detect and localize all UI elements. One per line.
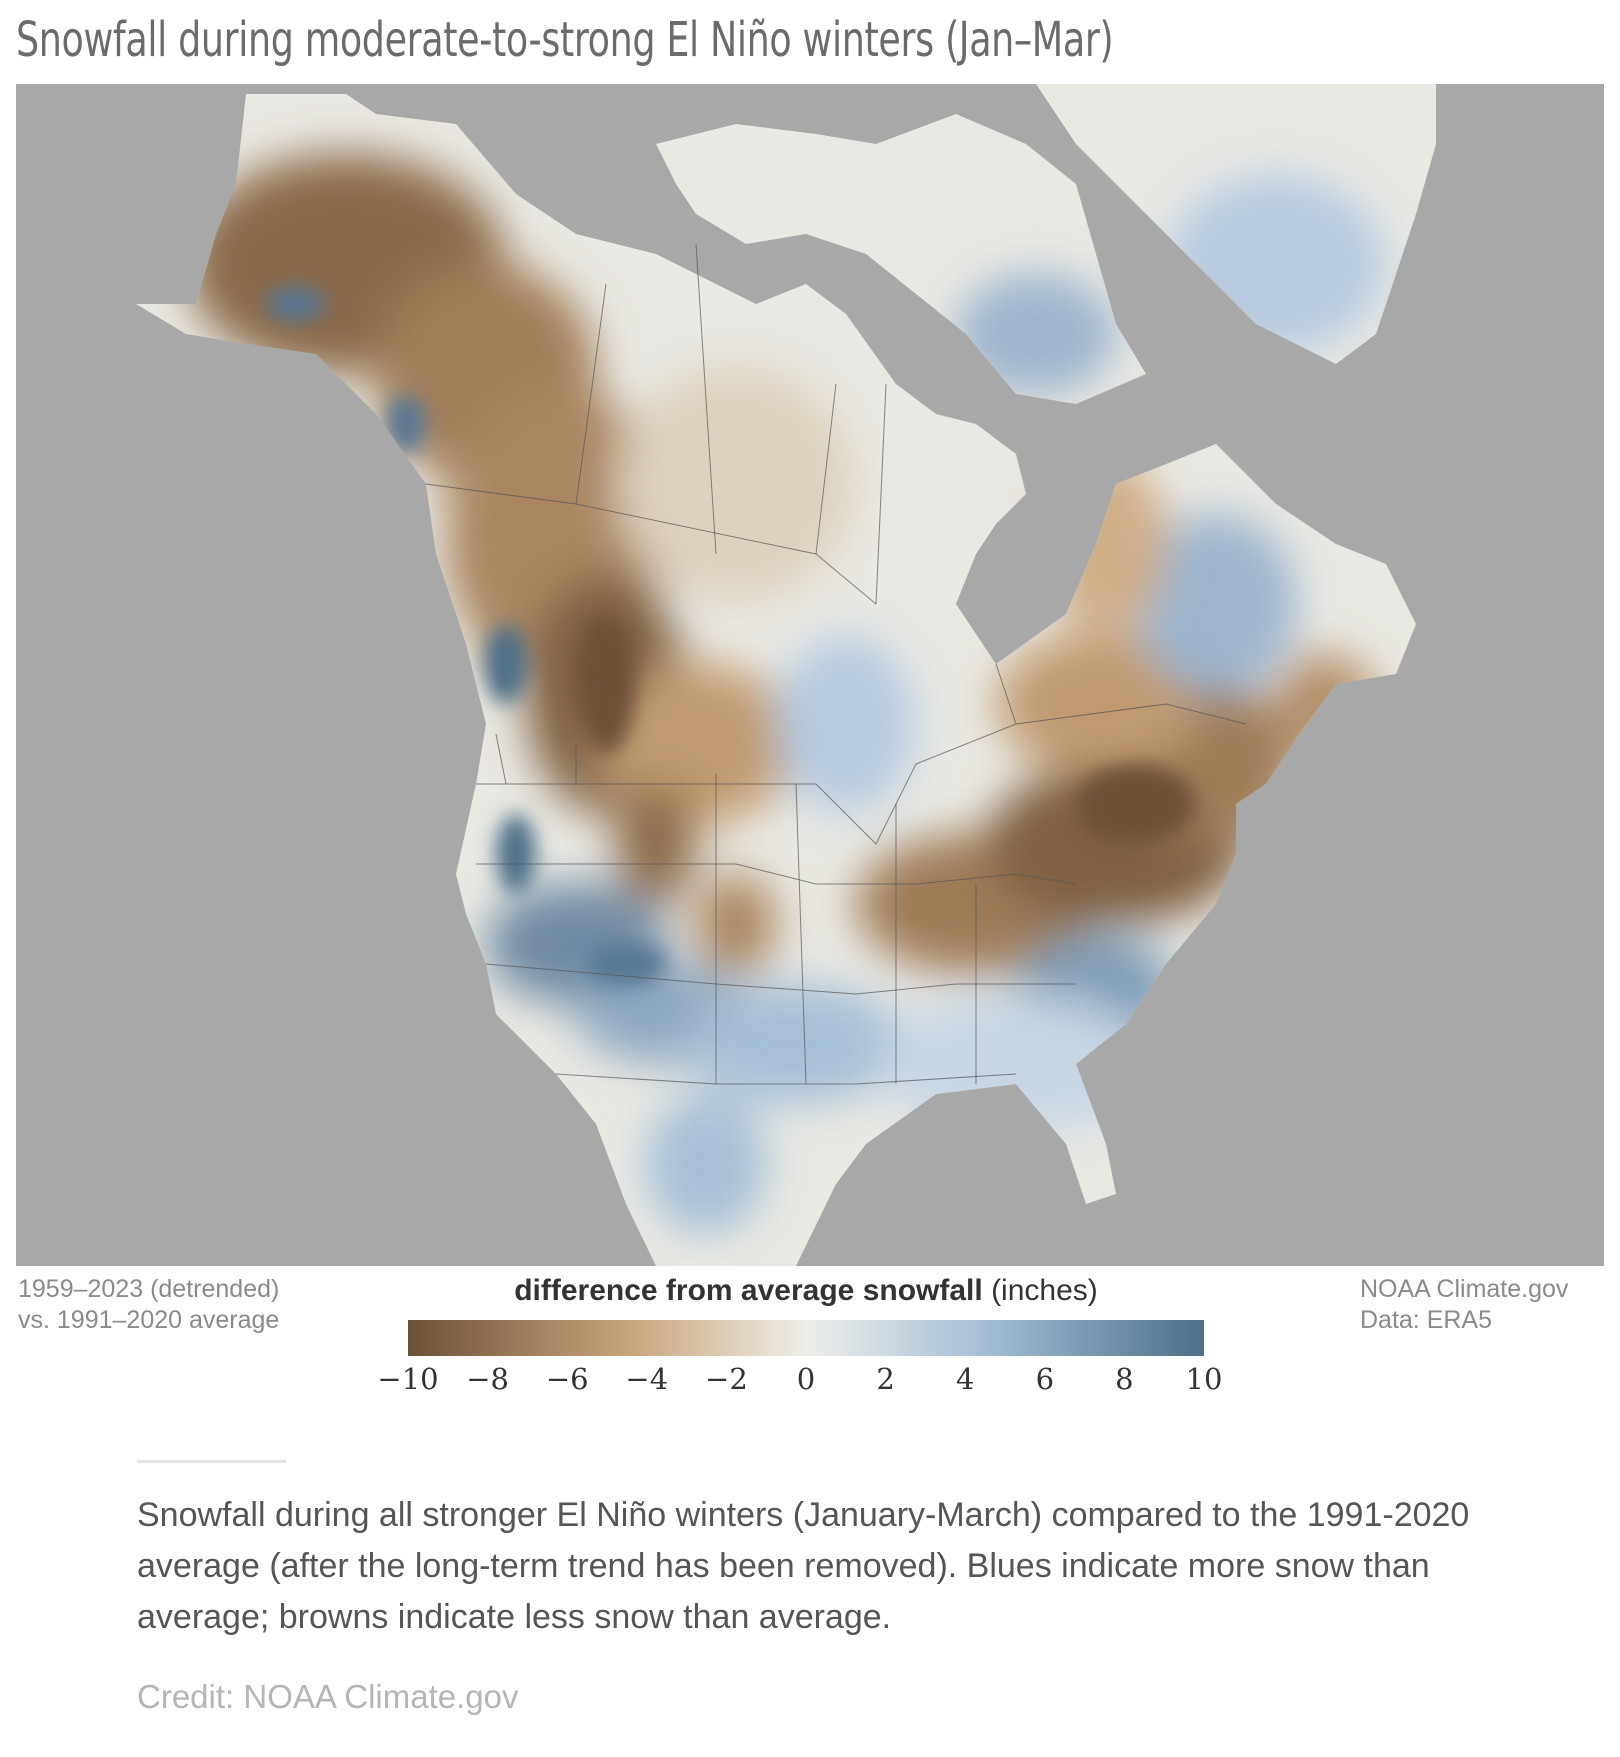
period-note-line1: 1959–2023 (detrended): [18, 1275, 280, 1303]
legend-title: difference from average snowfall (inches…: [408, 1274, 1204, 1308]
borders: [425, 243, 1247, 1085]
legend-tick: −2: [705, 1362, 748, 1396]
period-note: 1959–2023 (detrended) vs. 1991–2020 aver…: [18, 1274, 279, 1336]
caption-divider: [137, 1460, 286, 1463]
legend-tick: −10: [377, 1362, 439, 1396]
credit: Credit: NOAA Climate.gov: [137, 1678, 519, 1715]
legend-tick: 0: [796, 1362, 816, 1396]
source-note-line2: Data: ERA5: [1360, 1306, 1493, 1334]
chart-title: Snowfall during moderate-to-strong El Ni…: [16, 12, 1114, 68]
snowfall-map: [16, 84, 1604, 1266]
source-note: NOAA Climate.gov Data: ERA5: [1360, 1274, 1568, 1336]
legend-tick: −8: [466, 1362, 509, 1396]
legend-tick: 2: [876, 1362, 895, 1396]
caption: Snowfall during all stronger El Niño win…: [137, 1496, 1470, 1636]
legend-tick: 10: [1185, 1362, 1223, 1396]
legend-color-bar: [408, 1320, 1204, 1356]
legend-tick: 4: [955, 1362, 975, 1396]
legend-title-unit: (inches): [991, 1274, 1098, 1307]
period-note-line2: vs. 1991–2020 average: [18, 1306, 280, 1334]
legend-title-bold: difference from average snowfall: [514, 1274, 983, 1307]
north-america-map: [16, 84, 1604, 1266]
legend-tick: 6: [1035, 1362, 1055, 1396]
legend-tick: −6: [545, 1362, 589, 1396]
legend-tick: −4: [625, 1362, 669, 1396]
legend-tick: 8: [1115, 1362, 1134, 1396]
source-note-line1: NOAA Climate.gov: [1360, 1275, 1569, 1303]
